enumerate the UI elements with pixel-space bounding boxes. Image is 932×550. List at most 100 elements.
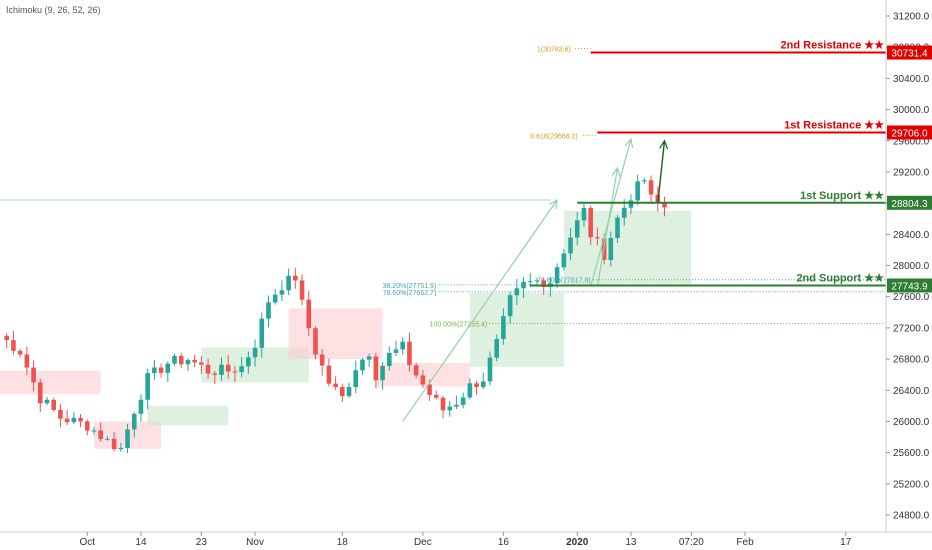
candle-body: [71, 417, 77, 423]
candle-body: [501, 316, 506, 339]
cloud-segment: [147, 405, 229, 426]
candle-body: [433, 394, 439, 398]
candle-body: [252, 347, 258, 358]
candle-body: [125, 429, 130, 448]
price-axis-background[interactable]: [886, 0, 932, 550]
level-label: 1st Support ★★: [800, 190, 884, 202]
price-tag-value: 28804.3: [891, 199, 928, 210]
y-tick-label: 30400.0: [893, 74, 930, 85]
y-tick-label: 29600.0: [893, 136, 930, 147]
candle-body: [24, 354, 30, 368]
trend-arrow: [657, 140, 666, 204]
cloud-segment: [0, 370, 101, 395]
indicator-label[interactable]: Ichimoku (9, 26, 52, 26): [6, 5, 101, 15]
candle-body: [219, 364, 224, 375]
x-tick-label: 16: [498, 537, 510, 548]
candle-body: [561, 253, 567, 268]
fibonacci-layer: 1(30783.6)0.618(29668.2)38.20%(27751.9)7…: [383, 46, 886, 329]
levels-layer: 2nd Resistance ★★ 1st Resistance ★★ 1st Su…: [530, 40, 886, 287]
candle-body: [413, 365, 419, 376]
candle-body: [279, 290, 285, 295]
candle-body: [568, 237, 573, 254]
y-tick-label: 29200.0: [893, 167, 930, 178]
trend-arrow: [402, 199, 558, 422]
candle-body: [91, 430, 97, 432]
price-tag-value: 29706.0: [891, 128, 928, 139]
price-tag: [887, 195, 932, 210]
time-axis[interactable]: Oct 14 23 Nov 18 Dec 16 2020 13 07:20 Feb 17: [79, 532, 852, 548]
x-tick-label: Oct: [79, 537, 95, 548]
fib-level-label: 100.00%(27255.4): [430, 322, 488, 329]
candle-body: [514, 288, 520, 296]
candle-body: [521, 281, 526, 289]
candle-body: [574, 220, 580, 238]
x-tick-label: Nov: [246, 537, 264, 548]
candle-body: [447, 406, 453, 411]
candle-body: [286, 275, 291, 291]
candle-body: [138, 399, 144, 414]
level-label: 2nd Support ★★: [796, 272, 884, 284]
candle-body: [44, 399, 50, 404]
fib-level-label: 1(30783.6): [537, 46, 571, 53]
candle-body: [313, 328, 318, 355]
candle-body: [373, 356, 379, 381]
level-label: 1st Resistance ★★: [784, 119, 884, 131]
x-tick-label: 14: [135, 537, 147, 548]
level-label: 2nd Resistance ★★: [781, 40, 885, 52]
x-tick-label: Feb: [736, 537, 754, 548]
candle-body: [353, 370, 359, 387]
fib-level-label: 78.60%(27662.7): [383, 290, 437, 297]
candle-body: [393, 349, 399, 353]
candle-body: [400, 341, 406, 350]
arrows-layer: [402, 137, 669, 422]
candle-body: [178, 355, 184, 365]
x-tick-label: Dec: [414, 537, 432, 548]
price-tag-value: 27743.9: [891, 281, 928, 292]
candle-body: [595, 237, 600, 239]
price-tag-value: 30731.4: [891, 49, 928, 60]
candle-body: [474, 383, 479, 388]
candle-body: [239, 366, 244, 373]
arrow-head: [611, 166, 621, 177]
candle-body: [635, 181, 640, 201]
candle-body: [628, 200, 634, 208]
candle-body: [480, 381, 486, 388]
y-tick-label: 27600.0: [893, 292, 930, 303]
candle-body: [158, 367, 164, 373]
candle-body: [118, 447, 124, 450]
candle-body: [507, 295, 513, 317]
candle-body: [467, 383, 473, 398]
candle-body: [621, 207, 627, 218]
x-tick-label: 18: [337, 537, 349, 548]
candle-body: [192, 360, 197, 363]
candle-body: [4, 335, 10, 341]
cloud-segment: [563, 210, 692, 285]
arrow-head: [624, 137, 634, 149]
candle-body: [272, 294, 278, 303]
candle-body: [266, 302, 271, 319]
candle-body: [427, 384, 432, 395]
candle-body: [259, 318, 265, 348]
candle-body: [366, 356, 372, 360]
candle-body: [299, 280, 305, 300]
candle-body: [31, 367, 36, 383]
cloud-segment: [469, 292, 564, 367]
candle-body: [165, 363, 171, 373]
candle-body: [145, 373, 150, 400]
y-tick-label: 26800.0: [893, 355, 930, 366]
candle-body: [541, 280, 546, 288]
candle-body: [225, 364, 231, 372]
candle-body: [152, 367, 157, 374]
candle-body: [17, 350, 23, 355]
candle-body: [494, 338, 499, 358]
y-tick-label: 30000.0: [893, 105, 930, 116]
candle-body: [212, 373, 218, 375]
x-tick-label: 23: [196, 537, 208, 548]
candle-body: [454, 404, 459, 407]
candle-body: [185, 360, 191, 365]
candle-body: [608, 238, 614, 260]
candle-body: [306, 299, 312, 329]
candle-body: [360, 359, 365, 371]
candle-body: [642, 180, 647, 182]
